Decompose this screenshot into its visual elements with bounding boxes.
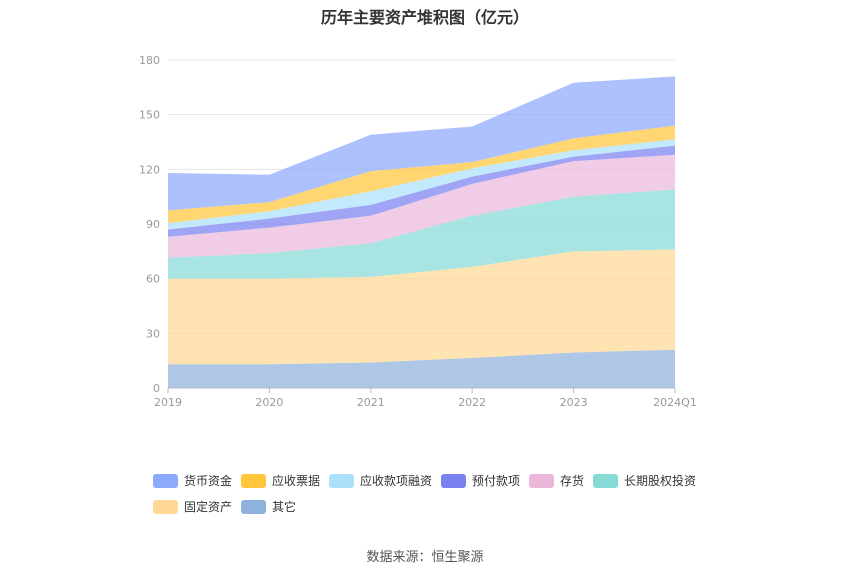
legend-swatch — [241, 499, 266, 514]
y-tick-label: 60 — [146, 273, 160, 286]
chart-title: 历年主要资产堆积图（亿元） — [320, 8, 529, 27]
legend-item[interactable]: 应收票据 — [241, 472, 320, 489]
legend-label: 长期股权投资 — [624, 474, 697, 488]
y-tick-label: 0 — [153, 382, 160, 395]
area-series-7 — [168, 76, 675, 211]
x-tick-label: 2024Q1 — [653, 396, 697, 409]
legend-swatch — [329, 473, 354, 488]
legend-item[interactable]: 应收款项融资 — [329, 472, 432, 489]
area-series-0 — [168, 349, 675, 388]
x-tick-label: 2019 — [154, 396, 182, 409]
area-series-3 — [168, 154, 675, 258]
y-tick-label: 90 — [146, 218, 160, 231]
legend-item[interactable]: 其它 — [241, 498, 296, 515]
legend-swatch — [153, 473, 178, 488]
legend-swatch — [529, 473, 554, 488]
x-tick-label: 2023 — [560, 396, 588, 409]
x-tick-label: 2020 — [255, 396, 283, 409]
y-tick-label: 180 — [139, 54, 160, 67]
legend-label: 应收款项融资 — [360, 474, 433, 488]
legend-swatch — [593, 473, 618, 488]
legend-item[interactable]: 固定资产 — [153, 498, 232, 515]
area-series-5 — [168, 139, 675, 230]
area-series-4 — [168, 145, 675, 237]
legend-label: 应收票据 — [272, 474, 321, 488]
x-tick-label: 2022 — [458, 396, 486, 409]
y-tick-label: 150 — [139, 109, 160, 122]
y-tick-label: 30 — [146, 327, 160, 340]
axes: 0 30 60 90 120 150 180 2019 2020 2021 2022 2023 2024… — [139, 54, 697, 409]
area-series-2 — [168, 189, 675, 279]
legend-label: 存货 — [560, 474, 585, 488]
legend-label: 固定资产 — [184, 500, 233, 514]
area-series-group — [168, 76, 675, 388]
legend-item[interactable]: 货币资金 — [153, 472, 232, 489]
legend-label: 预付款项 — [472, 474, 521, 488]
source-note: 数据来源：恒生聚源 — [366, 550, 484, 565]
area-series-1 — [168, 249, 675, 365]
legend-swatch — [153, 499, 178, 514]
legend-item[interactable]: 长期股权投资 — [593, 472, 696, 489]
legend-item[interactable]: 预付款项 — [441, 472, 520, 489]
legend-swatch — [241, 473, 266, 488]
y-tick-label: 120 — [139, 163, 160, 176]
legend-swatch — [441, 473, 466, 488]
area-series-6 — [168, 125, 675, 224]
legend-item[interactable]: 存货 — [529, 472, 584, 489]
x-tick-label: 2021 — [357, 396, 385, 409]
legend-label: 货币资金 — [184, 474, 233, 488]
legend-label: 其它 — [272, 500, 297, 514]
